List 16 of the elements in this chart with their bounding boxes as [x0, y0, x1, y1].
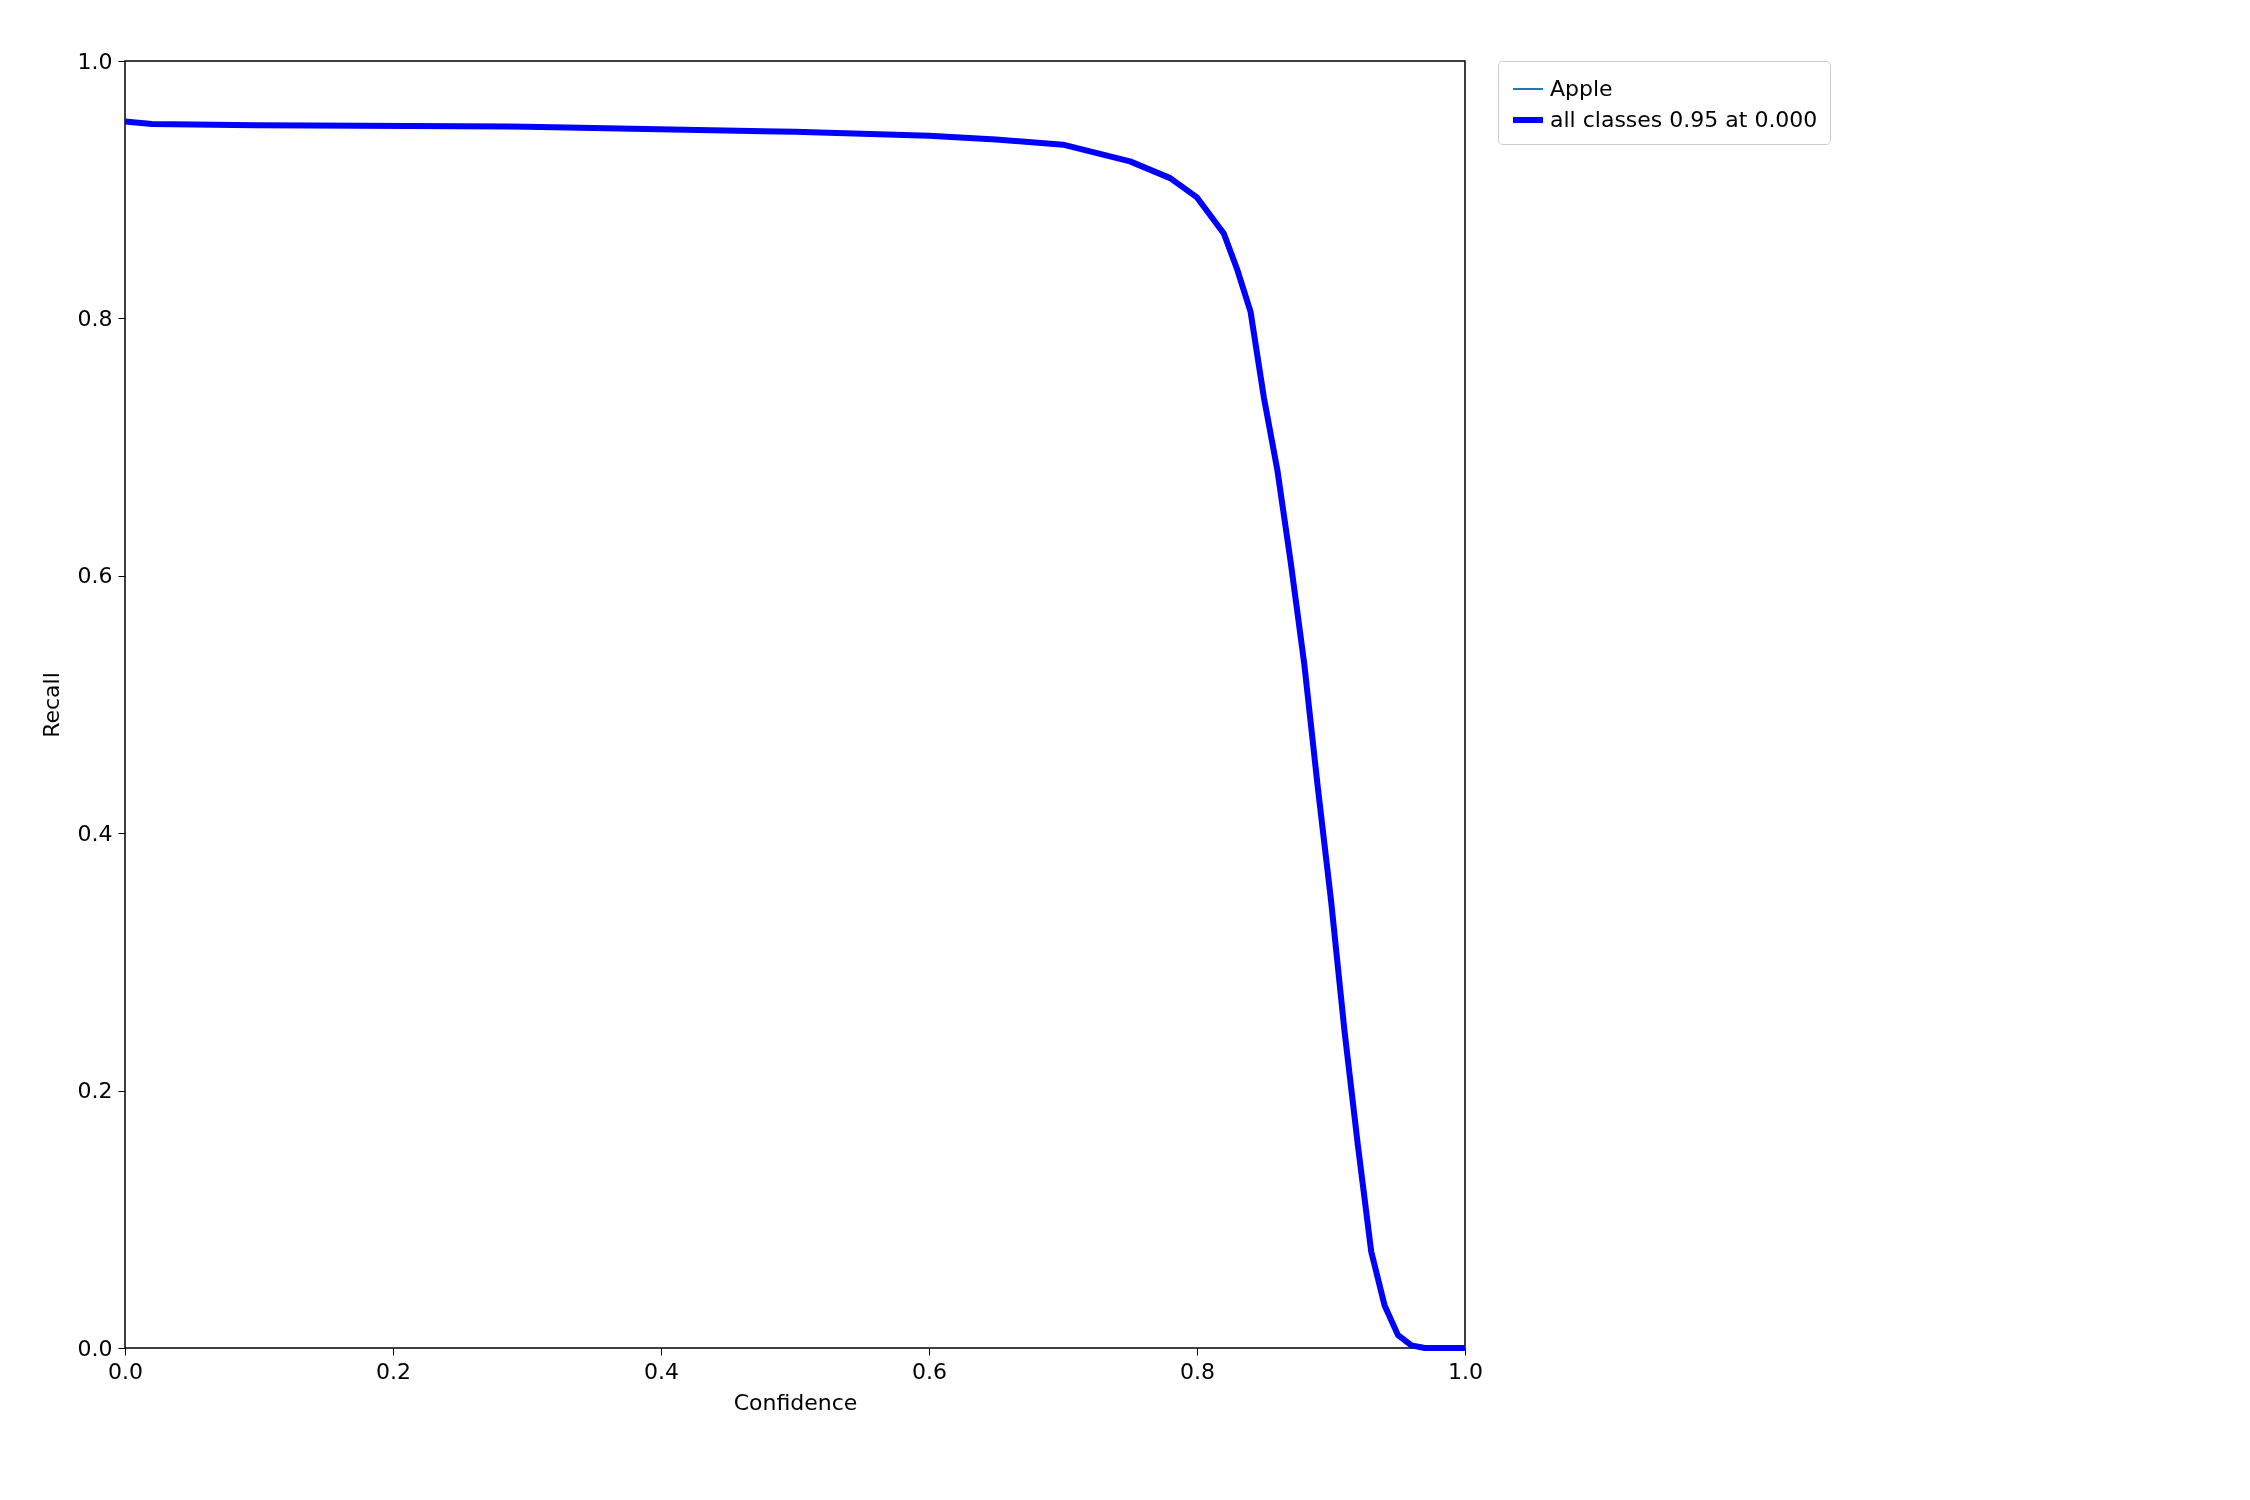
- y-tick-label: 0.6: [77, 563, 113, 589]
- y-tick-label: 0.2: [77, 1078, 113, 1104]
- x-tick-label: 0.6: [912, 1358, 947, 1384]
- x-tick-label: 0.0: [108, 1358, 143, 1384]
- x-tick-label: 1.0: [1448, 1358, 1483, 1384]
- legend-label: all classes 0.95 at 0.000: [1550, 107, 1818, 132]
- x-tick-label: 0.2: [376, 1358, 411, 1384]
- x-axis-title: Confidence: [733, 1389, 858, 1415]
- legend-label: Apple: [1550, 76, 1613, 101]
- x-tick-label: 0.4: [644, 1358, 679, 1384]
- y-tick-label: 0.8: [77, 305, 113, 331]
- y-tick-label: 0.0: [77, 1335, 113, 1361]
- x-tick-label: 0.8: [1180, 1358, 1215, 1384]
- y-tick-label: 0.4: [77, 820, 113, 846]
- y-tick-label: 1.0: [77, 48, 113, 74]
- y-axis-title: Recall: [38, 672, 64, 738]
